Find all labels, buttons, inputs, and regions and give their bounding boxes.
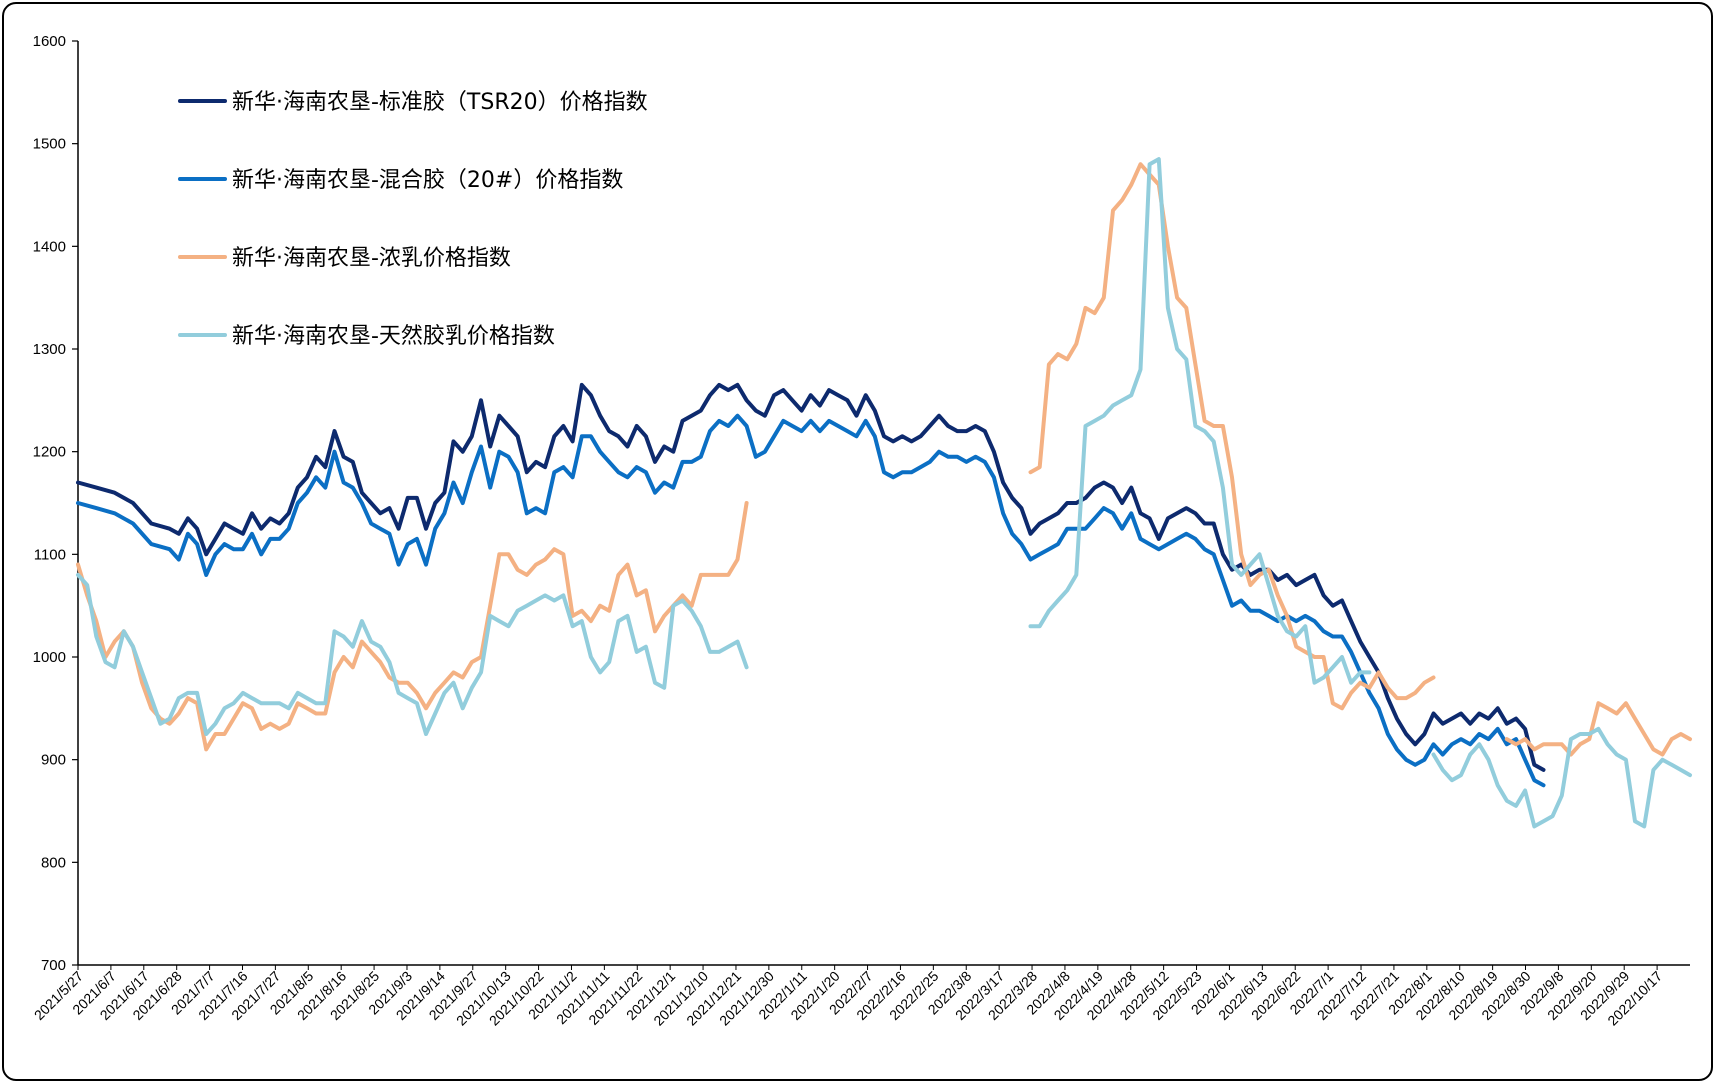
y-tick-label: 1500 — [33, 136, 66, 153]
y-tick-label: 1400 — [33, 238, 66, 255]
series-lines — [76, 157, 1692, 829]
legend-label: 新华·海南农垦-浓乳价格指数 — [232, 246, 511, 271]
legend-label: 新华·海南农垦-天然胶乳价格指数 — [232, 324, 555, 349]
legend-label: 新华·海南农垦-混合胶（20#）价格指数 — [232, 168, 623, 193]
y-tick-label: 1100 — [34, 546, 66, 563]
y-tick-label: 1200 — [33, 444, 66, 461]
y-tick-label: 700 — [41, 957, 66, 974]
y-tick-label: 1300 — [33, 341, 66, 358]
y-tick-label: 1000 — [33, 649, 66, 666]
y-tick-label: 900 — [41, 752, 66, 769]
series-line-2 — [76, 413, 1546, 788]
legend-label: 新华·海南农垦-标准胶（TSR20）价格指数 — [232, 90, 648, 115]
legend: 新华·海南农垦-标准胶（TSR20）价格指数新华·海南农垦-混合胶（20#）价格… — [178, 90, 648, 349]
series-line-1 — [76, 382, 1546, 772]
series-line-4 — [76, 157, 1692, 829]
y-tick-label: 800 — [41, 854, 66, 871]
y-tick-label: 1600 — [33, 33, 66, 50]
series-line-3 — [76, 162, 1692, 757]
